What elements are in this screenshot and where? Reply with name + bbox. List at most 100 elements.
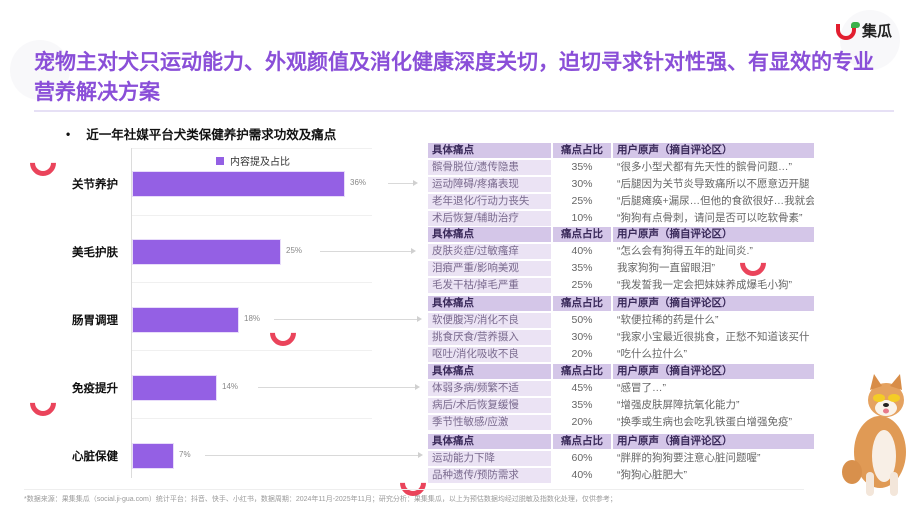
logo-watermark	[24, 384, 62, 422]
user-voice-cell: 我家狗狗一直留眼泪”	[611, 260, 814, 277]
section-subtitle-text: 近一年社媒平台犬类保健养护需求功效及痛点	[86, 128, 337, 142]
share-cell: 35%	[551, 397, 612, 414]
pain-point-table-immunity: 具体痛点 痛点占比 用户原声（摘自评论区） 体弱多病/频繁不适 45% “感冒了…	[428, 364, 814, 432]
header-share: 痛点占比	[551, 227, 612, 243]
header-user-voice: 用户原声（摘自评论区）	[611, 227, 814, 243]
category-label: 美毛护肤	[72, 247, 118, 259]
table-row: 老年退化/行动力丧失 25% “后腿瘫痪+漏尿…但他的食欲很好…我就会	[428, 193, 814, 210]
share-cell: 35%	[551, 260, 612, 277]
logo-watermark	[24, 144, 62, 182]
table-row: 运动能力下降 60% “胖胖的狗狗要注意心脏问题喔”	[428, 450, 814, 467]
chart-row: 心脏保健 7%	[60, 443, 430, 469]
table-header-row: 具体痛点 痛点占比 用户原声（摘自评论区）	[428, 143, 814, 159]
pain-point-cell: 品种遗传/预防需求	[428, 467, 552, 484]
chart-row: 关节养护 36%	[60, 171, 430, 197]
user-voice-cell: “后腿因为关节炎导致痛所以不愿意迈开腿	[611, 176, 814, 193]
pain-point-cell: 呕吐/消化吸收不良	[428, 346, 552, 363]
table-row: 皮肤炎症/过敏瘙痒 40% “怎么会有狗得五年的趾间炎.”	[428, 243, 814, 260]
title-divider	[34, 110, 894, 112]
category-label: 肠胃调理	[72, 315, 118, 327]
table-row: 呕吐/消化吸收不良 20% “吃什么拉什么”	[428, 346, 814, 363]
user-voice-cell: “吃什么拉什么”	[611, 346, 814, 363]
share-cell: 40%	[551, 243, 612, 260]
page-title: 宠物主对犬只运动能力、外观颜值及消化健康深度关切，迫切寻求针对性强、有显效的专业…	[34, 51, 874, 104]
user-voice-cell: “狗狗心脏肥大”	[611, 467, 814, 484]
user-voice-cell: “狗狗有点骨刺，请问是否可以吃软骨素”	[611, 210, 814, 227]
bar	[132, 307, 239, 333]
gridline	[132, 148, 372, 149]
share-cell: 45%	[551, 380, 612, 397]
chart-row: 肠胃调理 18%	[60, 307, 430, 333]
logo-text: 集瓜	[861, 23, 892, 40]
pain-point-cell: 挑食厌食/营养摄入	[428, 329, 552, 346]
share-cell: 20%	[551, 346, 612, 363]
bar-value-label: 14%	[222, 382, 239, 391]
pain-point-cell: 运动障碍/疼痛表现	[428, 176, 552, 193]
share-cell: 10%	[551, 210, 612, 227]
category-label: 免疫提升	[72, 383, 118, 395]
table-header-row: 具体痛点 痛点占比 用户原声（摘自评论区）	[428, 296, 814, 312]
bar-value-label: 18%	[244, 314, 261, 323]
header-share: 痛点占比	[551, 434, 612, 450]
user-voice-cell: “胖胖的狗狗要注意心脏问题喔”	[611, 450, 814, 467]
header-pain-point: 具体痛点	[428, 296, 552, 312]
bar	[132, 443, 174, 469]
table-row: 软便腹泻/消化不良 50% “软便拉稀的药是什么”	[428, 312, 814, 329]
user-voice-cell: “换季或生病也会吃乳铁蛋白增强免疫”	[611, 414, 814, 431]
table-row: 挑食厌食/营养摄入 30% “我家小宝最近很挑食，正愁不知道该买什	[428, 329, 814, 346]
pain-point-cell: 运动能力下降	[428, 450, 552, 467]
arrow-connector	[258, 384, 420, 390]
share-cell: 60%	[551, 450, 612, 467]
user-voice-cell: “感冒了…”	[611, 380, 814, 397]
share-cell: 25%	[551, 193, 612, 210]
brand-logo: 集瓜	[835, 20, 892, 41]
bar-value-label: 36%	[350, 178, 367, 187]
pain-point-cell: 泪痕严重/影响美观	[428, 260, 552, 277]
user-voice-cell: “后腿瘫痪+漏尿…但他的食欲很好…我就会	[611, 193, 814, 210]
chart-legend: 内容提及占比	[216, 153, 290, 168]
table-header-row: 具体痛点 痛点占比 用户原声（摘自评论区）	[428, 227, 814, 243]
pain-point-cell: 软便腹泻/消化不良	[428, 312, 552, 329]
logo-icon	[835, 21, 860, 40]
table-row: 术后恢复/辅助治疗 10% “狗狗有点骨刺，请问是否可以吃软骨素”	[428, 210, 814, 227]
user-voice-cell: “我发誓我一定会把妹妹养成爆毛小狗”	[611, 277, 814, 294]
pain-point-cell: 皮肤炎症/过敏瘙痒	[428, 243, 552, 260]
header-share: 痛点占比	[551, 364, 612, 380]
footer-divider	[24, 489, 804, 490]
gridline	[132, 418, 372, 419]
pain-point-table-joint: 具体痛点 痛点占比 用户原声（摘自评论区） 髌骨脱位/遗传隐患 35% “很多小…	[428, 143, 814, 228]
header-pain-point: 具体痛点	[428, 227, 552, 243]
header-pain-point: 具体痛点	[428, 143, 552, 159]
legend-label: 内容提及占比	[230, 157, 290, 168]
user-voice-cell: “软便拉稀的药是什么”	[611, 312, 814, 329]
arrow-connector	[388, 180, 418, 186]
table-row: 毛发干枯/掉毛严重 25% “我发誓我一定会把妹妹养成爆毛小狗”	[428, 277, 814, 294]
table-row: 髌骨脱位/遗传隐患 35% “很多小型犬都有先天性的髌骨问题…”	[428, 159, 814, 176]
user-voice-cell: “增强皮肤屏障抗氧化能力”	[611, 397, 814, 414]
legend-swatch	[216, 156, 224, 165]
pain-point-cell: 病后/术后恢复缓慢	[428, 397, 552, 414]
share-cell: 30%	[551, 329, 612, 346]
header-user-voice: 用户原声（摘自评论区）	[611, 434, 814, 450]
header-user-voice: 用户原声（摘自评论区）	[611, 296, 814, 312]
bullet-icon: •	[66, 126, 71, 141]
user-voice-cell: “我家小宝最近很挑食，正愁不知道该买什	[611, 329, 814, 346]
table-header-row: 具体痛点 痛点占比 用户原声（摘自评论区）	[428, 434, 814, 450]
pain-point-cell: 体弱多病/频繁不适	[428, 380, 552, 397]
header-user-voice: 用户原声（摘自评论区）	[611, 143, 814, 159]
header-user-voice: 用户原声（摘自评论区）	[611, 364, 814, 380]
gridline	[132, 215, 372, 216]
user-voice-cell: “很多小型犬都有先天性的髌骨问题…”	[611, 159, 814, 176]
data-source-footnote: *数据来源：果集集瓜（social.ji-gua.com）统计平台：抖音、快手、…	[24, 496, 617, 503]
pain-point-cell: 老年退化/行动力丧失	[428, 193, 552, 210]
arrow-connector	[205, 452, 423, 458]
gridline	[132, 282, 372, 283]
share-cell: 50%	[551, 312, 612, 329]
share-cell: 30%	[551, 176, 612, 193]
table-row: 泪痕严重/影响美观 35% 我家狗狗一直留眼泪”	[428, 260, 814, 277]
pain-point-cell: 毛发干枯/掉毛严重	[428, 277, 552, 294]
pain-point-cell: 季节性敏感/应激	[428, 414, 552, 431]
pain-point-cell: 髌骨脱位/遗传隐患	[428, 159, 552, 176]
bar-value-label: 25%	[286, 246, 303, 255]
header-share: 痛点占比	[551, 296, 612, 312]
